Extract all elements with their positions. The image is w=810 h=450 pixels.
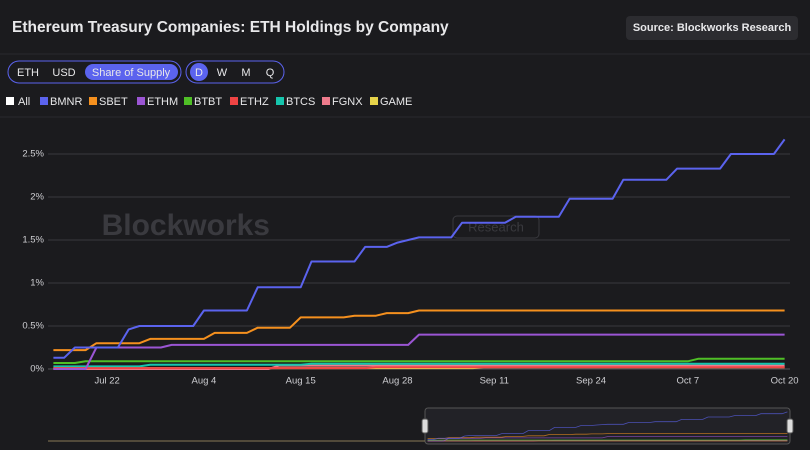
legend-swatch	[89, 97, 97, 105]
series-line	[53, 333, 785, 370]
y-tick-label: 0.5%	[22, 321, 44, 332]
period-toggle[interactable]: W	[217, 67, 228, 79]
watermark: Research	[468, 219, 524, 234]
x-tick-label: Oct 20	[771, 376, 799, 387]
legend-label[interactable]: SBET	[99, 96, 128, 108]
series-line	[53, 357, 785, 364]
toggle-active	[190, 63, 208, 81]
y-tick-label: 1.5%	[22, 235, 44, 246]
y-tick-label: 2.5%	[22, 149, 44, 160]
navigator-line	[427, 433, 788, 439]
x-tick-label: Jul 22	[94, 376, 119, 387]
navigator-line	[427, 436, 788, 442]
watermark-box	[452, 215, 540, 239]
legend-swatch	[276, 97, 284, 105]
legend-label[interactable]: FGNX	[332, 96, 363, 108]
navigator-line	[427, 439, 788, 441]
legend-label[interactable]: ETHM	[147, 96, 178, 108]
unit-toggle[interactable]: Share of Supply	[92, 67, 171, 79]
x-tick-label: Aug 15	[286, 376, 316, 387]
legend-label[interactable]: BTCS	[286, 96, 315, 108]
x-tick-label: Sep 11	[480, 376, 509, 387]
unit-toggle[interactable]: USD	[52, 67, 75, 79]
series-line	[53, 138, 786, 359]
source-label[interactable]: Source: Blockworks Research	[633, 22, 792, 34]
period-toggle-group	[185, 60, 285, 84]
legend-swatch	[184, 97, 192, 105]
y-tick-label: 1%	[30, 278, 44, 289]
legend-swatch	[230, 97, 238, 105]
period-toggle[interactable]: Q	[266, 67, 275, 79]
x-tick-label: Oct 7	[676, 376, 699, 387]
x-tick-label: Aug 28	[382, 376, 412, 387]
period-toggle[interactable]: M	[241, 67, 250, 79]
legend-label[interactable]: GAME	[380, 96, 412, 108]
toggle-active	[85, 64, 178, 80]
watermark: Blockworks	[102, 209, 270, 242]
x-tick-label: Aug 4	[192, 376, 217, 387]
legend-swatch	[370, 97, 378, 105]
y-tick-label: 0%	[30, 364, 44, 375]
legend-label[interactable]: All	[18, 96, 30, 108]
series-line	[53, 366, 785, 370]
legend-swatch	[6, 97, 14, 105]
y-tick-label: 2%	[30, 192, 44, 203]
legend-swatch	[137, 97, 145, 105]
legend-label[interactable]: BMNR	[50, 96, 82, 108]
unit-toggle-group	[7, 60, 182, 84]
chart-title: Ethereum Treasury Companies: ETH Holding…	[12, 19, 449, 36]
legend-label[interactable]: ETHZ	[240, 96, 269, 108]
x-tick-label: Sep 24	[576, 376, 606, 387]
legend-label[interactable]: BTBT	[194, 96, 222, 108]
navigator-handle[interactable]	[421, 418, 429, 434]
source-button[interactable]	[626, 16, 798, 40]
legend-swatch	[40, 97, 48, 105]
unit-toggle[interactable]: ETH	[17, 67, 39, 79]
navigator-line	[427, 411, 788, 440]
series-line	[53, 309, 785, 352]
legend-swatch	[322, 97, 330, 105]
series-line	[53, 362, 785, 368]
navigator-handle[interactable]	[786, 418, 794, 434]
period-toggle[interactable]: D	[195, 67, 203, 79]
